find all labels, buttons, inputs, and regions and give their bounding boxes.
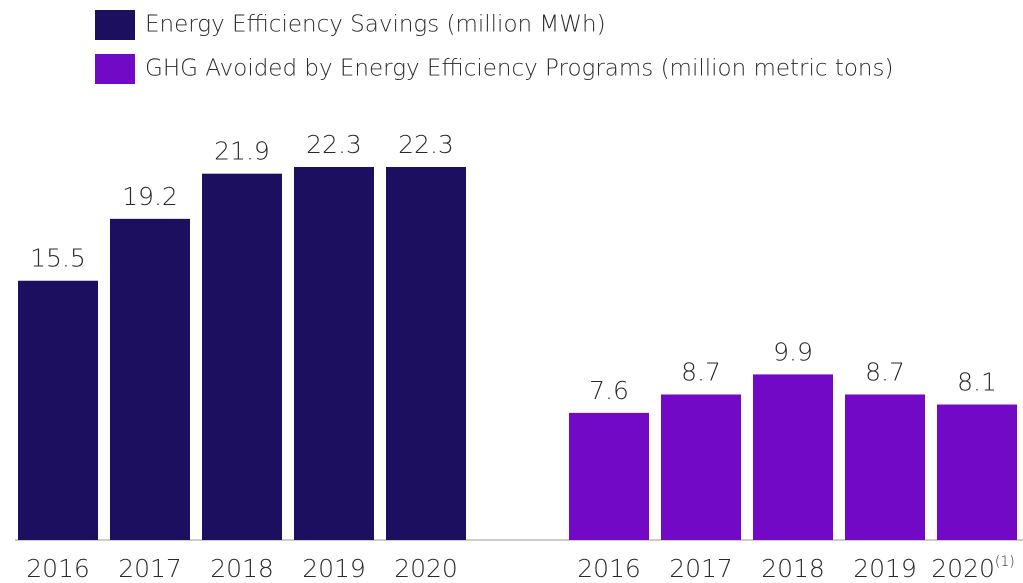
legend-label: Energy Efficiency Savings (million MWh) bbox=[145, 12, 606, 38]
legend-swatch bbox=[95, 10, 135, 40]
x-tick-text: 2020 bbox=[394, 554, 458, 583]
x-tick-text: 2019 bbox=[302, 554, 366, 583]
bar bbox=[753, 374, 833, 540]
footnote-mark: (1) bbox=[995, 554, 1015, 570]
x-tick-label: 2019 bbox=[302, 554, 366, 583]
bar bbox=[569, 412, 649, 540]
x-tick-label: 2020 bbox=[394, 554, 458, 583]
bar bbox=[661, 394, 741, 540]
x-tick-text: 2020 bbox=[931, 554, 995, 583]
x-tick-label: 2016 bbox=[26, 554, 90, 583]
value-label: 15.5 bbox=[30, 244, 86, 273]
x-tick-text: 2019 bbox=[853, 554, 917, 583]
x-tick-text: 2017 bbox=[669, 554, 733, 583]
x-tick-text: 2016 bbox=[26, 554, 90, 583]
x-tick-label: 2017 bbox=[669, 554, 733, 583]
x-tick-label: 2016 bbox=[577, 554, 641, 583]
bar bbox=[845, 394, 925, 540]
value-label: 21.9 bbox=[214, 137, 270, 166]
x-tick-label: 2018 bbox=[761, 554, 825, 583]
value-label: 9.9 bbox=[773, 337, 813, 366]
bar bbox=[386, 167, 466, 540]
value-label: 8.7 bbox=[681, 357, 721, 386]
value-label: 19.2 bbox=[122, 182, 178, 211]
bar bbox=[937, 404, 1017, 540]
x-tick-text: 2017 bbox=[118, 554, 182, 583]
x-tick-label: 2018 bbox=[210, 554, 274, 583]
value-label: 22.3 bbox=[398, 130, 454, 159]
bar bbox=[294, 167, 374, 540]
x-tick-text: 2018 bbox=[761, 554, 825, 583]
value-label: 22.3 bbox=[306, 130, 362, 159]
x-tick-label: 2020(1) bbox=[931, 554, 1014, 583]
bar bbox=[202, 173, 282, 540]
bar bbox=[110, 218, 190, 540]
legend-swatch bbox=[95, 54, 135, 84]
x-tick-label: 2019 bbox=[853, 554, 917, 583]
x-tick-text: 2018 bbox=[210, 554, 274, 583]
x-tick-text: 2016 bbox=[577, 554, 641, 583]
value-label: 8.1 bbox=[957, 368, 997, 397]
value-label: 7.6 bbox=[589, 376, 629, 405]
x-tick-label: 2017 bbox=[118, 554, 182, 583]
bar bbox=[18, 280, 98, 540]
legend-label: GHG Avoided by Energy Efficiency Program… bbox=[145, 56, 893, 82]
value-label: 8.7 bbox=[865, 357, 905, 386]
